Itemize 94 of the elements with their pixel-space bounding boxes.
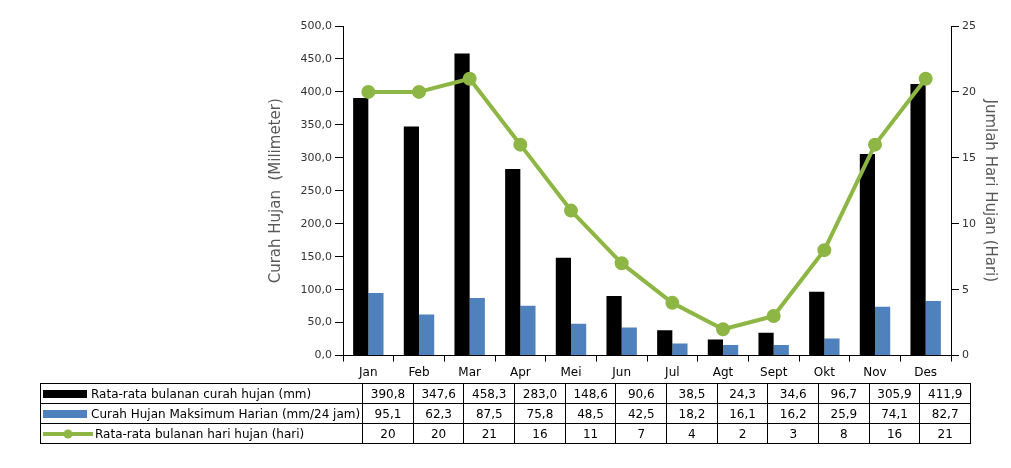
x-tick-label: Nov (863, 364, 887, 379)
bar (875, 306, 891, 356)
x-tick-label: Mei (560, 364, 582, 379)
data-label: 42,5 (615, 403, 667, 424)
data-label: 3 (767, 423, 819, 444)
data-label: 82,7 (919, 403, 971, 424)
data-label: 95,1 (362, 403, 414, 424)
y2-tick-label: 10 (962, 216, 976, 230)
y-tick-label: 400,0 (300, 84, 332, 98)
point (766, 309, 781, 324)
data-label: 62,3 (413, 403, 464, 424)
y2-tick-label: 15 (962, 150, 976, 164)
x-tick-label: Sept (760, 364, 788, 379)
point (564, 203, 578, 218)
data-label: 4 (666, 423, 718, 444)
data-label: 390,8 (362, 383, 414, 404)
bar (824, 338, 840, 356)
y2-tick-label: 25 (962, 18, 976, 32)
bar (773, 344, 789, 356)
bar (520, 305, 536, 356)
data-label: 21 (919, 423, 971, 444)
data-label: 75,8 (514, 403, 566, 424)
bar (469, 297, 485, 356)
data-label: 96,7 (818, 383, 870, 404)
x-tick-label: Mar (458, 364, 482, 379)
data-label: 90,6 (615, 383, 667, 404)
y2-axis-title: Jumlah Hari Hujan (Hari) (982, 98, 1001, 283)
bar (368, 292, 384, 356)
bar (925, 301, 941, 356)
point (513, 137, 528, 152)
data-label: 16 (869, 423, 920, 444)
x-tick-label: Jan (358, 364, 378, 379)
x-tick-label: Apr (509, 364, 531, 379)
point (918, 71, 933, 86)
x-tick-label: Des (914, 364, 938, 379)
data-label: 18,2 (666, 403, 718, 424)
data-label: 87,5 (463, 403, 515, 424)
x-tick-label: Jun (611, 364, 632, 379)
x-tick-label: Agt (712, 364, 734, 379)
data-label: 34,6 (767, 383, 819, 404)
point (665, 295, 680, 310)
data-label: 458,3 (463, 383, 515, 404)
y-tick-label: 0,0 (314, 348, 332, 362)
y-tick-label: 500,0 (300, 18, 332, 32)
point (716, 322, 730, 337)
y-tick-label: 300,0 (300, 150, 332, 164)
legend-label: Rata-rata bulanan hari hujan (hari) (95, 426, 305, 441)
bar (419, 314, 435, 356)
legend-label: Curah Hujan Maksimum Harian (mm/24 jam) (91, 406, 361, 421)
data-label: 2 (717, 423, 768, 444)
data-label: 7 (615, 423, 667, 444)
data-label: 24,3 (717, 383, 768, 404)
data-label: 20 (413, 423, 464, 444)
y2-tick-label: 20 (962, 84, 976, 98)
y-tick-label: 350,0 (300, 117, 332, 131)
legend-label: Rata-rata bulanan curah hujan (mm) (91, 386, 312, 401)
data-label: 48,5 (565, 403, 616, 424)
bar (723, 344, 739, 356)
data-label: 347,6 (413, 383, 464, 404)
data-label: 283,0 (514, 383, 566, 404)
bar (571, 323, 587, 356)
y-tick-label: 150,0 (300, 249, 332, 263)
bar (672, 343, 688, 356)
data-label: 11 (565, 423, 616, 444)
x-tick-label: Okt (813, 364, 836, 379)
data-label: 21 (463, 423, 515, 444)
x-tick-label: Feb (408, 364, 430, 379)
y-tick-label: 100,0 (300, 282, 332, 296)
point (462, 71, 477, 86)
y2-tick-label: 0 (962, 348, 969, 362)
data-label: 16 (514, 423, 566, 444)
data-label: 305,9 (869, 383, 920, 404)
data-label: 16,2 (767, 403, 819, 424)
data-label: 20 (362, 423, 414, 444)
data-label: 411,9 (919, 383, 971, 404)
y2-tick-label: 5 (962, 282, 969, 296)
point (361, 84, 376, 99)
point (868, 137, 882, 152)
point (412, 84, 426, 99)
y-tick-label: 200,0 (300, 216, 332, 230)
y-tick-label: 250,0 (300, 183, 332, 197)
bar (621, 327, 637, 356)
data-label: 16,1 (717, 403, 768, 424)
y-tick-label: 50,0 (307, 315, 332, 329)
y-axis-title: Curah Hujan (Milimeter) (265, 98, 284, 284)
x-tick-label: Jul (664, 364, 680, 379)
data-label: 38,5 (666, 383, 718, 404)
point (817, 243, 832, 258)
data-label: 25,9 (818, 403, 870, 424)
data-label: 8 (818, 423, 870, 444)
data-label: 148,6 (565, 383, 616, 404)
data-label: 74,1 (869, 403, 920, 424)
point (614, 256, 629, 271)
y-tick-label: 450,0 (300, 51, 332, 65)
